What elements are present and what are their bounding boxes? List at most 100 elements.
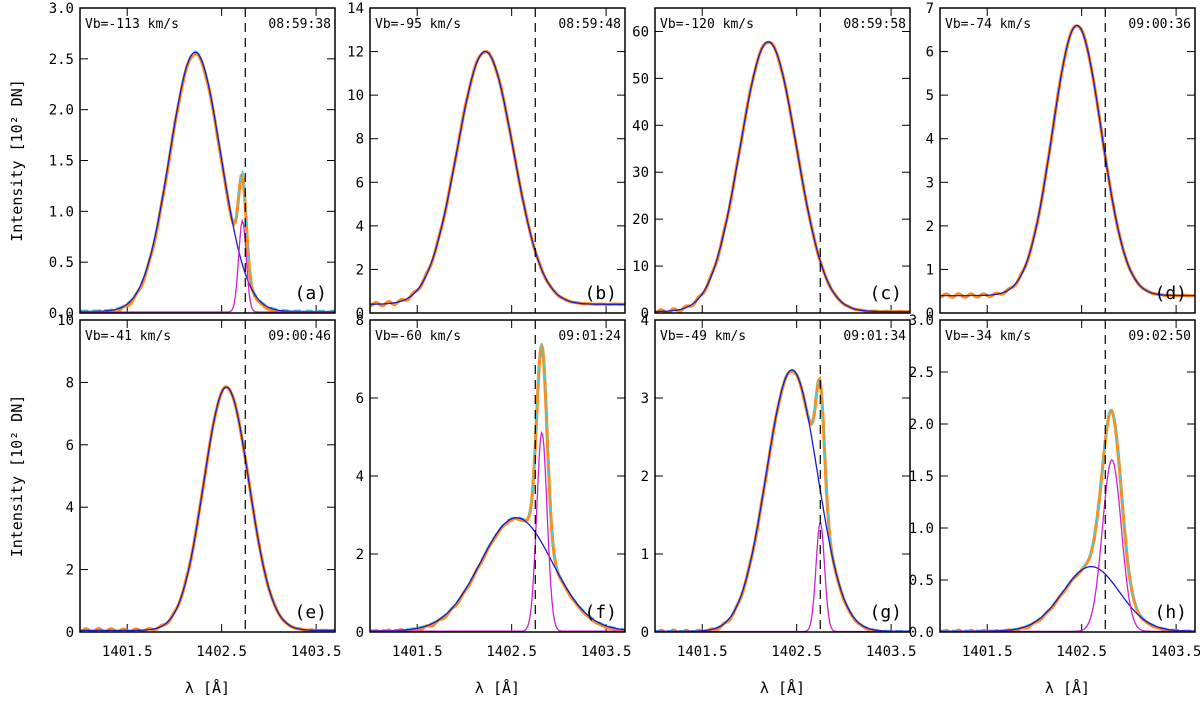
- panel-c: 0 10 20 30 40 50 60 Vb=-120 km/s 08:59:58 (c): [632, 7, 911, 322]
- y-tick-label: 1.5: [49, 154, 74, 170]
- y-tick-label: 4: [356, 219, 364, 235]
- x-axis-title: λ [Å]: [760, 678, 805, 697]
- y-tick-label: 40: [632, 118, 649, 134]
- panel-b: 0 2 4 6 8 10 12 14 Vb=-95 km/s 08:59:48 (b): [347, 1, 626, 322]
- velocity-label: Vb=-60 km/s: [375, 329, 461, 344]
- y-tick-label: 0: [356, 306, 364, 322]
- series-component_blue: [655, 369, 910, 632]
- y-tick-label: 5: [926, 88, 934, 104]
- panel-e: 0 2 4 6 8 10 1401.5 1402.5 1403.5 Vb=-41 km/s 09:0…: [57, 313, 341, 697]
- series-fit_total: [370, 342, 625, 631]
- y-tick-label: 14: [347, 1, 364, 17]
- x-tick-label: 1401.5: [102, 644, 153, 660]
- y-tick-label: 4: [926, 132, 934, 148]
- x-tick-label: 1402.5: [486, 644, 537, 660]
- y-tick-label: 8: [356, 313, 364, 329]
- y-tick-label: 3: [926, 175, 934, 191]
- x-tick-label: 1403.5: [1151, 644, 1200, 660]
- y-tick-label: 1.0: [909, 521, 934, 537]
- y-tick-label: 3.0: [49, 1, 74, 17]
- plot-frame: [939, 7, 1196, 314]
- x-axis-title: λ [Å]: [185, 678, 230, 697]
- y-tick-label: 6: [66, 438, 74, 454]
- y-tick-label: 2: [926, 219, 934, 235]
- panel-label: (g): [869, 602, 902, 623]
- y-tick-label: 1: [926, 262, 934, 278]
- plot-frame: [939, 319, 1196, 633]
- panel-a: 0.0 0.5 1.0 1.5 2.0 2.5 3.0 Vb=-113 km/s 08:59:3…: [49, 1, 336, 322]
- y-tick-label: 6: [356, 175, 364, 191]
- panel-label: (h): [1154, 602, 1187, 623]
- panel-label: (c): [869, 283, 902, 304]
- y-tick-label: 10: [347, 88, 364, 104]
- y-tick-label: 4: [356, 469, 364, 485]
- series-observed: [940, 408, 1195, 632]
- velocity-label: Vb=-95 km/s: [375, 17, 461, 32]
- time-label: 08:59:58: [843, 17, 906, 32]
- series-component_blue: [80, 51, 335, 313]
- panel-label: (e): [294, 602, 327, 623]
- series-observed: [655, 40, 910, 313]
- y-tick-label: 1.5: [909, 469, 934, 485]
- y-tick-label: 4: [641, 313, 649, 329]
- time-label: 09:00:46: [268, 329, 331, 344]
- y-tick-label: 3.0: [909, 313, 934, 329]
- time-label: 08:59:48: [558, 17, 621, 32]
- panel-label: (d): [1154, 283, 1187, 304]
- x-tick-label: 1403.5: [581, 644, 632, 660]
- time-label: 08:59:38: [268, 17, 331, 32]
- x-tick-label: 1401.5: [392, 644, 443, 660]
- plot-frame: [79, 319, 336, 633]
- y-tick-label: 6: [926, 45, 934, 61]
- y-tick-label: 20: [632, 212, 649, 228]
- series-component_blue: [80, 386, 335, 632]
- y-tick-label: 0: [356, 625, 364, 641]
- y-tick-label: 8: [66, 375, 74, 391]
- y-tick-label: 10: [57, 313, 74, 329]
- panel-f: 0 2 4 6 8 1401.5 1402.5 1403.5 Vb=-60 km/s 09:01:…: [356, 313, 632, 697]
- series-observed: [940, 24, 1195, 299]
- series-fit_total: [940, 408, 1195, 632]
- series-observed: [655, 369, 910, 632]
- y-tick-label: 6: [356, 391, 364, 407]
- y-tick-label: 0.0: [49, 306, 74, 322]
- y-tick-label: 2.0: [49, 103, 74, 119]
- panel-label: (f): [584, 602, 617, 623]
- x-tick-label: 1403.5: [291, 644, 342, 660]
- y-tick-label: 0: [641, 625, 649, 641]
- x-tick-label: 1401.5: [962, 644, 1013, 660]
- x-tick-label: 1403.5: [866, 644, 917, 660]
- velocity-label: Vb=-41 km/s: [85, 329, 171, 344]
- series-observed: [370, 49, 625, 308]
- x-tick-label: 1402.5: [1056, 644, 1107, 660]
- x-tick-label: 1402.5: [196, 644, 247, 660]
- y-axis-title: Intensity [10² DN]: [8, 79, 26, 242]
- y-tick-label: 7: [926, 1, 934, 17]
- y-tick-label: 0.0: [909, 625, 934, 641]
- y-tick-label: 12: [347, 45, 364, 61]
- x-axis-title: λ [Å]: [1045, 678, 1090, 697]
- series-observed: [370, 344, 625, 632]
- series-component_blue: [940, 24, 1195, 297]
- y-tick-label: 0: [66, 625, 74, 641]
- y-tick-label: 0: [926, 306, 934, 322]
- series-observed: [80, 385, 335, 632]
- y-tick-label: 1: [641, 547, 649, 563]
- series-component_red: [80, 218, 335, 313]
- x-tick-label: 1401.5: [677, 644, 728, 660]
- time-label: 09:01:34: [843, 329, 906, 344]
- series-fit_total: [655, 368, 910, 632]
- plot-frame: [79, 7, 336, 314]
- time-label: 09:01:24: [558, 329, 621, 344]
- y-tick-label: 2: [356, 262, 364, 278]
- y-tick-label: 2.0: [909, 417, 934, 433]
- plot-frame: [369, 319, 626, 633]
- y-tick-label: 0.5: [909, 573, 934, 589]
- panel-label: (b): [584, 283, 617, 304]
- panel-d: 0 1 2 3 4 5 6 7 Vb=-74 km/s 09:00:36 (d): [926, 1, 1196, 322]
- velocity-label: Vb=-49 km/s: [660, 329, 746, 344]
- y-tick-label: 4: [66, 500, 74, 516]
- velocity-label: Vb=-120 km/s: [660, 17, 754, 32]
- y-tick-label: 8: [356, 132, 364, 148]
